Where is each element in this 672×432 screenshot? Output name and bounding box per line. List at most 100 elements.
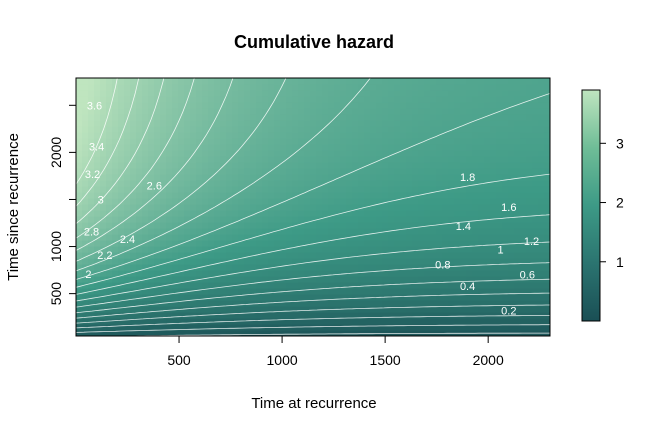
heatmap-cell <box>166 120 173 127</box>
heatmap-cell <box>412 198 419 205</box>
heatmap-cell <box>82 312 89 319</box>
heatmap-cell <box>208 108 215 115</box>
heatmap-cell <box>304 276 311 283</box>
color-scale-tick-label: 2 <box>616 195 624 211</box>
heatmap-cell <box>292 318 299 325</box>
heatmap-cell <box>226 306 233 313</box>
heatmap-cell <box>394 288 401 295</box>
heatmap-cell <box>274 240 281 247</box>
heatmap-cell <box>196 258 203 265</box>
heatmap-cell <box>490 258 497 265</box>
heatmap-cell <box>106 258 113 265</box>
heatmap-cell <box>484 306 491 313</box>
heatmap-cell <box>322 288 329 295</box>
heatmap-cell <box>298 294 305 301</box>
heatmap-cell <box>202 216 209 223</box>
heatmap-cell <box>358 318 365 325</box>
heatmap-cell <box>508 300 515 307</box>
heatmap-cell <box>214 252 221 259</box>
heatmap-cell <box>190 222 197 229</box>
heatmap-cell <box>274 270 281 277</box>
heatmap-cell <box>184 294 191 301</box>
heatmap-cell <box>106 288 113 295</box>
heatmap-cell <box>478 108 485 115</box>
heatmap-cell <box>376 180 383 187</box>
heatmap-cell <box>184 222 191 229</box>
heatmap-cell <box>352 294 359 301</box>
heatmap-cell <box>496 168 503 175</box>
heatmap-cell <box>514 300 521 307</box>
heatmap-cell <box>160 114 167 121</box>
heatmap-cell <box>538 198 545 205</box>
heatmap-cell <box>262 180 269 187</box>
heatmap-cell <box>280 300 287 307</box>
heatmap-cell <box>100 270 107 277</box>
heatmap-cell <box>424 222 431 229</box>
heatmap-cell <box>256 168 263 175</box>
contour-label: 0.8 <box>435 259 450 271</box>
heatmap-cell <box>268 306 275 313</box>
heatmap-cell <box>100 294 107 301</box>
heatmap-cell <box>178 282 185 289</box>
heatmap-cell <box>484 162 491 169</box>
heatmap-cell <box>292 186 299 193</box>
heatmap-cell <box>304 198 311 205</box>
heatmap-cell <box>352 246 359 253</box>
heatmap-cell <box>334 216 341 223</box>
heatmap-cell <box>490 228 497 235</box>
heatmap-cell <box>490 324 497 331</box>
heatmap-cell <box>226 156 233 163</box>
heatmap-cell <box>472 228 479 235</box>
heatmap-cell <box>184 246 191 253</box>
heatmap-cell <box>406 204 413 211</box>
heatmap-cell <box>316 192 323 199</box>
heatmap-cell <box>160 330 167 336</box>
heatmap-cell <box>508 144 515 151</box>
heatmap-cell <box>88 264 95 271</box>
heatmap-cell <box>364 270 371 277</box>
heatmap-cell <box>424 294 431 301</box>
heatmap-cell <box>286 162 293 169</box>
heatmap-cell <box>202 138 209 145</box>
heatmap-cell <box>316 114 323 121</box>
heatmap-cell <box>466 216 473 223</box>
heatmap-cell <box>418 144 425 151</box>
heatmap-cell <box>538 78 545 85</box>
heatmap-cell <box>484 240 491 247</box>
heatmap-cell <box>406 96 413 103</box>
heatmap-cell <box>532 156 539 163</box>
heatmap-cell <box>502 204 509 211</box>
heatmap-cell <box>238 168 245 175</box>
heatmap-cell <box>364 138 371 145</box>
heatmap-cell <box>184 282 191 289</box>
heatmap-cell <box>328 120 335 127</box>
heatmap-cell <box>124 168 131 175</box>
heatmap-cell <box>490 210 497 217</box>
heatmap-cell <box>148 174 155 181</box>
heatmap-cell <box>214 258 221 265</box>
heatmap-cell <box>508 114 515 121</box>
heatmap-cell <box>472 318 479 325</box>
color-scale-ticks: 123 <box>600 135 624 270</box>
heatmap-cell <box>538 240 545 247</box>
heatmap-cell <box>316 84 323 91</box>
heatmap-cell <box>256 126 263 133</box>
heatmap-cell <box>118 144 125 151</box>
heatmap-cell <box>406 294 413 301</box>
heatmap-cell <box>82 96 89 103</box>
heatmap-cell <box>484 84 491 91</box>
heatmap-cell <box>298 234 305 241</box>
heatmap-cell <box>382 204 389 211</box>
heatmap-cell <box>382 186 389 193</box>
contour-label: 3.6 <box>87 100 102 112</box>
heatmap-cell <box>304 126 311 133</box>
heatmap-cell <box>340 90 347 97</box>
heatmap-cell <box>202 318 209 325</box>
heatmap-cell <box>250 102 257 109</box>
heatmap-cell <box>442 126 449 133</box>
heatmap-cell <box>418 216 425 223</box>
heatmap-cell <box>160 96 167 103</box>
heatmap-cell <box>520 96 527 103</box>
heatmap-cell <box>496 276 503 283</box>
heatmap-cell <box>448 84 455 91</box>
